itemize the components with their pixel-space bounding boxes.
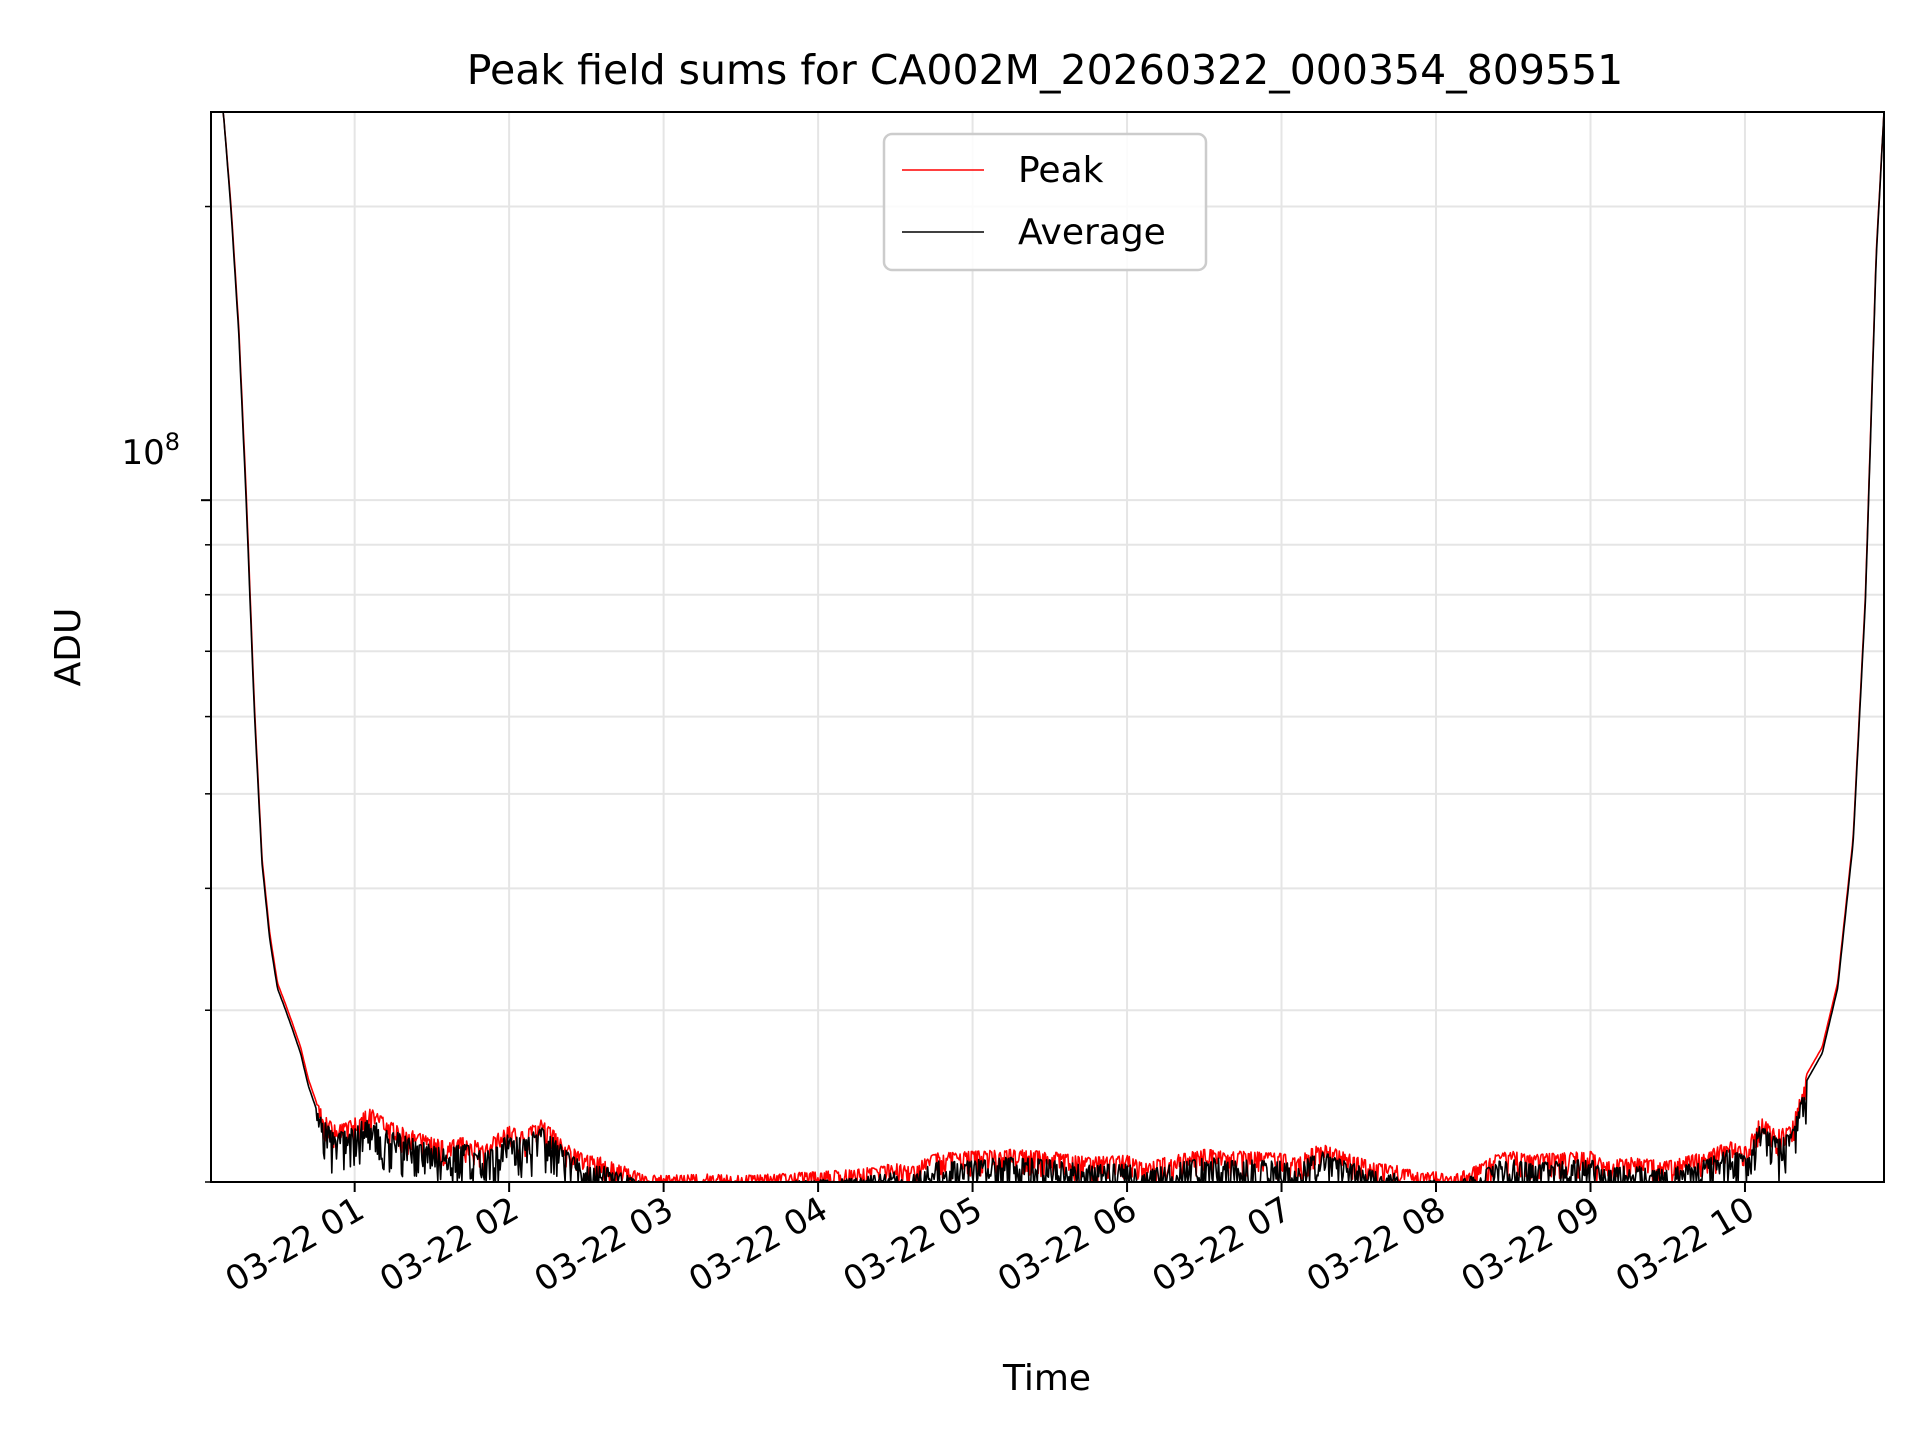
series-peak-line [211, 111, 1885, 1183]
legend-average-label: Average [1018, 212, 1166, 253]
legend-box [882, 132, 1208, 272]
y-tick-label-1e8: 108 [121, 428, 180, 473]
y-axis-label: ADU [48, 608, 89, 687]
x-axis-label: Time [1002, 1358, 1091, 1399]
plot-frame [210, 111, 1885, 1183]
legend-peak-label: Peak [1018, 150, 1104, 191]
series-layer [211, 111, 1885, 1183]
series-average-line [211, 111, 1885, 1183]
chart-title: Peak field sums for CA002M_20260322_0003… [467, 46, 1624, 94]
legend: Peak Average [882, 132, 1208, 272]
